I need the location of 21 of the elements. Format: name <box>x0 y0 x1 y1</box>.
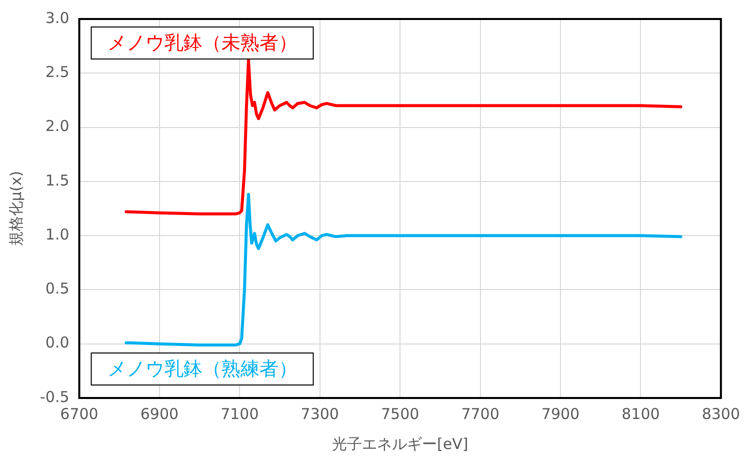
x-tick-label: 7700 <box>461 404 500 423</box>
x-tick-label: 8300 <box>702 404 740 423</box>
text: メノウ乳鉢（未熟者） <box>107 32 298 54</box>
x-tick-label: 8100 <box>622 404 660 423</box>
x-tick-label: 7900 <box>541 404 580 423</box>
x-tick-label: 7500 <box>380 404 420 423</box>
y-tick-label: 2.0 <box>45 117 70 136</box>
y-tick-label: 3.0 <box>45 8 70 27</box>
x-tick-label: 7100 <box>220 404 259 423</box>
y-tick-label: 2.5 <box>45 63 70 82</box>
x-tick-label: 6900 <box>140 404 179 423</box>
y-tick-label: 1.5 <box>45 171 70 190</box>
y-tick-label: 1.0 <box>45 225 70 244</box>
y-tick-label: -0.5 <box>40 388 70 406</box>
y-tick-label: 0.5 <box>45 280 70 298</box>
series-label: メノウ乳鉢（熟練者） <box>107 358 298 380</box>
x-axis-title: 光子エネルギー[eV] <box>332 434 468 453</box>
y-tick-label: 0.0 <box>45 334 70 352</box>
x-tick-label: 7300 <box>300 404 339 423</box>
x-tick-label: 6700 <box>60 404 98 423</box>
y-axis-title: 規格化μ(x) <box>6 170 25 246</box>
